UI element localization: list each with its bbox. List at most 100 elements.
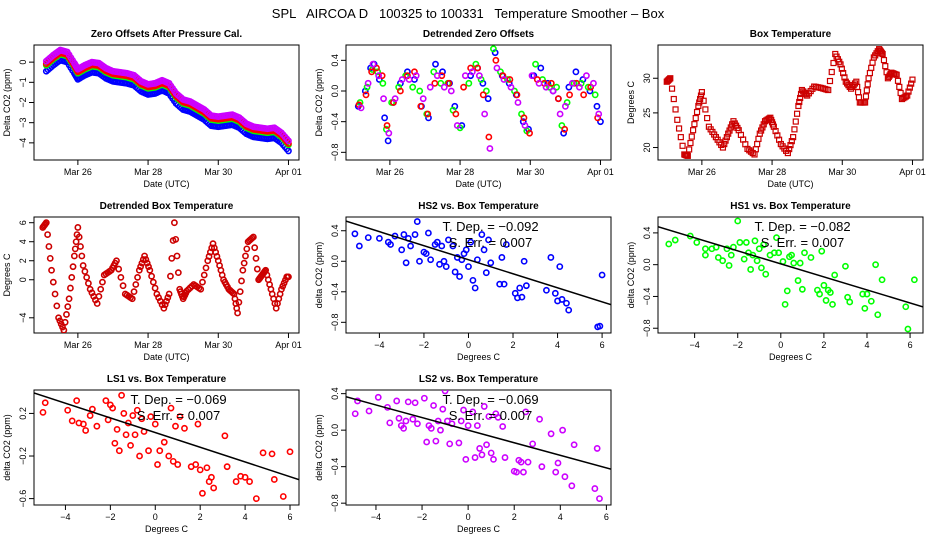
data-point-ls2 xyxy=(395,414,403,422)
data-point-hs2 xyxy=(596,322,604,330)
data-point-ls2 xyxy=(561,473,569,481)
data-point-detrended-box-temperature xyxy=(65,295,73,303)
x-tick-label: 4 xyxy=(243,512,248,522)
panel-title: Zero Offsets After Pressure Cal. xyxy=(91,29,243,40)
data-point-ls1 xyxy=(241,473,249,481)
data-point-ls1 xyxy=(167,404,175,412)
x-tick-label: Apr 01 xyxy=(275,167,302,177)
y-tick-label: 30 xyxy=(642,73,652,83)
data-point-detrended-box-temperature xyxy=(51,290,59,298)
data-point-detrended-box-temperature xyxy=(236,288,244,296)
x-tick-label: 2 xyxy=(198,512,203,522)
data-point-ls2 xyxy=(499,423,507,430)
data-point-detrended-box-temperature xyxy=(53,302,61,310)
x-tick-label: Mar 30 xyxy=(828,167,856,177)
data-point-ls1 xyxy=(86,412,94,419)
data-point xyxy=(862,93,870,100)
data-point-ls2 xyxy=(400,424,408,432)
plot-marks xyxy=(346,390,611,503)
data-point-ls1 xyxy=(259,449,267,457)
data-point-detrended-box-temperature xyxy=(235,298,243,306)
data-point-hs1 xyxy=(863,290,871,298)
data-point-detrended-box-temperature xyxy=(132,281,140,288)
data-point xyxy=(697,95,704,103)
data-point-hs2 xyxy=(376,234,383,242)
x-tick-label: −4 xyxy=(689,340,699,350)
data-point xyxy=(687,139,694,147)
data-point-ls2 xyxy=(593,445,601,452)
data-point-ls2 xyxy=(441,390,449,395)
data-point xyxy=(826,77,834,85)
data-point-ls1 xyxy=(479,91,487,99)
x-tick-label: 0 xyxy=(153,512,158,522)
data-point-hs1 xyxy=(770,249,778,257)
x-tick-label: −2 xyxy=(105,512,115,522)
data-point-ls2 xyxy=(476,445,484,452)
y-tick-label: 4 xyxy=(18,239,28,244)
data-point-ls1 xyxy=(397,87,404,95)
data-point-hs2 xyxy=(498,254,506,261)
data-point-detrended-box-temperature xyxy=(249,233,257,241)
data-point xyxy=(863,87,870,94)
data-point-detrended-box-temperature xyxy=(164,294,172,301)
data-point-hs1 xyxy=(807,254,815,261)
y-tick-label: −0.4 xyxy=(330,113,340,131)
data-point-hs2 xyxy=(442,263,450,271)
x-axis-label: Degrees C xyxy=(769,352,813,362)
data-point-hs2 xyxy=(398,246,406,254)
data-point xyxy=(725,130,732,137)
plot-frame xyxy=(33,216,300,334)
panel-title: LS2 vs. Box Temperature xyxy=(419,374,539,385)
data-point-detrended-box-temperature xyxy=(93,300,101,307)
data-point-hs1 xyxy=(867,297,875,305)
x-tick-label: Mar 26 xyxy=(376,167,404,177)
data-point-hs1 xyxy=(725,262,733,269)
panel-title: LS1 vs. Box Temperature xyxy=(107,374,227,385)
x-tick-label: Mar 26 xyxy=(64,340,92,350)
data-point-ls1 xyxy=(68,417,76,425)
data-point xyxy=(828,68,835,76)
panel-title: Box Temperature xyxy=(750,29,832,40)
data-point xyxy=(796,98,803,106)
data-point-detrended-box-temperature xyxy=(167,272,174,280)
data-point-ls2 xyxy=(556,110,564,118)
data-point-hs2 xyxy=(445,236,452,244)
y-tick-label: −0.8 xyxy=(330,313,340,331)
data-point-ls1 xyxy=(203,464,211,472)
data-point-detrended-box-temperature xyxy=(49,278,57,286)
data-point xyxy=(838,65,845,72)
data-point-ls1 xyxy=(452,110,460,118)
x-axis-label: Date (UTC) xyxy=(143,179,189,189)
data-point-hs1 xyxy=(798,285,806,293)
x-tick-label: −4 xyxy=(60,512,70,522)
data-point-hs1 xyxy=(826,289,834,296)
data-point-ls2 xyxy=(468,68,476,76)
data-point-ls1 xyxy=(270,476,278,483)
data-point-ls1 xyxy=(223,463,231,471)
plot-marks xyxy=(663,46,916,159)
data-point-detrended-box-temperature xyxy=(197,285,205,293)
data-point-detrended-box-temperature xyxy=(135,266,143,274)
data-point xyxy=(755,135,762,142)
data-point xyxy=(869,59,876,66)
data-point-detrended-box-temperature xyxy=(67,284,74,292)
data-point-hs2 xyxy=(407,242,414,250)
x-tick-label: Mar 30 xyxy=(204,340,232,350)
data-point-ls2 xyxy=(500,76,508,83)
data-point-ls2 xyxy=(487,449,495,457)
data-point-ls1 xyxy=(176,413,184,421)
data-point-ls2 xyxy=(494,413,502,421)
annotation-temperature-dependence: T. Dep. = −0.069 xyxy=(442,392,538,407)
data-point-ls2 xyxy=(521,122,529,129)
data-point-detrended-box-temperature xyxy=(234,309,241,317)
data-point-ls1 xyxy=(580,91,588,99)
data-point xyxy=(841,74,848,81)
data-point-hs1 xyxy=(751,237,759,245)
data-point-ls2 xyxy=(483,441,490,449)
data-point-ls2 xyxy=(357,104,365,112)
data-point-ls1 xyxy=(513,91,521,99)
data-point-detrended-box-temperature xyxy=(64,303,72,311)
data-point-detrended-box-temperature xyxy=(172,235,180,243)
data-point-detrended-box-temperature xyxy=(45,243,53,250)
data-point xyxy=(880,56,888,64)
